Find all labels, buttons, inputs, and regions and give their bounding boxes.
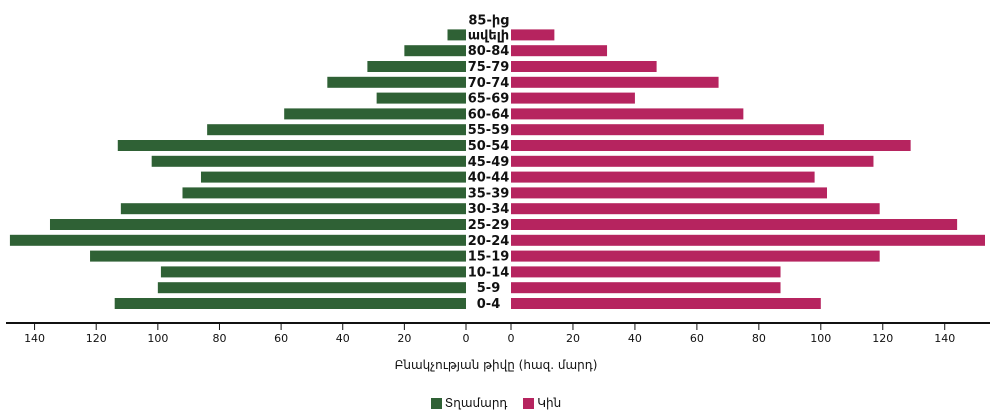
bar-male-1 bbox=[157, 282, 466, 294]
bar-male-15 bbox=[367, 61, 466, 72]
bar-female-5 bbox=[511, 219, 958, 230]
bar-female-8 bbox=[511, 171, 815, 183]
bar-male-14 bbox=[327, 76, 466, 88]
bar-female-6 bbox=[511, 203, 880, 215]
age-label-15: 75-79 bbox=[468, 60, 510, 75]
bar-male-10 bbox=[117, 140, 466, 151]
age-label-14: 70-74 bbox=[468, 76, 510, 91]
legend-item-male: Տղամարդ bbox=[430, 396, 508, 410]
x-ticks-group: 0 0 20 20 40 40 60 60 80 80 100 100 120 120 140 140 bbox=[24, 323, 955, 345]
legend-item-female: Կին bbox=[523, 396, 561, 410]
bar-female-16 bbox=[511, 45, 608, 57]
x-tick-label-left-100: 100 bbox=[147, 332, 168, 345]
bar-female-15 bbox=[511, 61, 657, 72]
legend-label-female: Կին bbox=[537, 396, 562, 410]
x-tick-label-right-40: 40 bbox=[628, 332, 642, 345]
x-tick-label-left-140: 140 bbox=[24, 332, 45, 345]
population-pyramid-chart: 0-45-910-1415-1920-2425-2930-3435-3940-4… bbox=[6, 13, 990, 372]
bar-female-17 bbox=[511, 29, 555, 41]
bar-male-17 bbox=[447, 29, 466, 41]
bar-male-11 bbox=[207, 124, 466, 136]
age-label-2: 10-14 bbox=[468, 265, 510, 280]
x-tick-label-left-60: 60 bbox=[274, 332, 288, 345]
bar-female-2 bbox=[511, 266, 781, 278]
bar-male-12 bbox=[284, 108, 466, 120]
bar-male-16 bbox=[404, 45, 466, 57]
bar-male-5 bbox=[49, 219, 467, 230]
bar-male-2 bbox=[160, 266, 466, 278]
bar-female-10 bbox=[511, 140, 911, 151]
x-tick-label-left-120: 120 bbox=[86, 332, 107, 345]
legend: Տղամարդ Կին bbox=[0, 396, 992, 412]
x-tick-label-right-0: 0 bbox=[508, 332, 515, 345]
age-label-17-line-1: ավելի bbox=[468, 28, 509, 43]
bar-female-14 bbox=[511, 76, 719, 88]
age-label-8: 40-44 bbox=[468, 171, 510, 186]
age-label-11: 55-59 bbox=[468, 123, 510, 138]
x-tick-label-left-40: 40 bbox=[336, 332, 350, 345]
age-labels-group: 0-45-910-1415-1920-2425-2930-3435-3940-4… bbox=[468, 13, 510, 312]
bars-group bbox=[9, 29, 985, 309]
bar-male-8 bbox=[200, 171, 466, 183]
bar-female-7 bbox=[511, 187, 827, 199]
x-tick-label-right-100: 100 bbox=[810, 332, 831, 345]
bar-female-1 bbox=[511, 282, 781, 294]
bar-female-11 bbox=[511, 124, 824, 136]
x-tick-label-right-120: 120 bbox=[872, 332, 893, 345]
bar-male-7 bbox=[182, 187, 466, 199]
bar-female-12 bbox=[511, 108, 744, 120]
x-tick-label-right-80: 80 bbox=[752, 332, 766, 345]
bar-female-0 bbox=[511, 298, 821, 309]
age-label-4: 20-24 bbox=[468, 234, 510, 249]
x-tick-label-right-140: 140 bbox=[934, 332, 955, 345]
age-label-5: 25-29 bbox=[468, 218, 510, 233]
bar-male-6 bbox=[120, 203, 466, 215]
bar-male-9 bbox=[151, 155, 466, 167]
legend-swatch-female bbox=[523, 397, 535, 409]
age-label-0: 0-4 bbox=[477, 297, 501, 312]
bar-male-0 bbox=[114, 298, 466, 309]
age-label-1: 5-9 bbox=[477, 281, 501, 296]
x-tick-label-left-20: 20 bbox=[397, 332, 411, 345]
age-label-12: 60-64 bbox=[468, 107, 510, 122]
age-label-3: 15-19 bbox=[468, 250, 510, 265]
legend-label-male: Տղամարդ bbox=[444, 396, 508, 410]
age-label-10: 50-54 bbox=[468, 139, 510, 154]
bar-male-4 bbox=[9, 234, 467, 246]
bar-female-13 bbox=[511, 92, 635, 104]
age-label-7: 35-39 bbox=[468, 186, 510, 201]
x-tick-label-right-20: 20 bbox=[566, 332, 580, 345]
age-label-16: 80-84 bbox=[468, 44, 510, 59]
bar-female-4 bbox=[511, 234, 985, 246]
x-tick-label-left-0: 0 bbox=[463, 332, 470, 345]
bar-male-13 bbox=[376, 92, 466, 104]
bar-female-3 bbox=[511, 250, 880, 262]
bar-male-3 bbox=[90, 250, 466, 262]
x-tick-label-left-80: 80 bbox=[212, 332, 226, 345]
age-label-6: 30-34 bbox=[468, 202, 510, 217]
age-label-13: 65-69 bbox=[468, 92, 510, 107]
legend-swatch-male bbox=[430, 397, 442, 409]
bar-female-9 bbox=[511, 155, 874, 167]
age-label-9: 45-49 bbox=[468, 155, 510, 170]
x-axis-label: Բնակչության թիվը (հազ. մարդ) bbox=[395, 358, 598, 372]
age-label-17-line-0: 85-ից bbox=[468, 13, 509, 28]
x-tick-label-right-60: 60 bbox=[690, 332, 704, 345]
